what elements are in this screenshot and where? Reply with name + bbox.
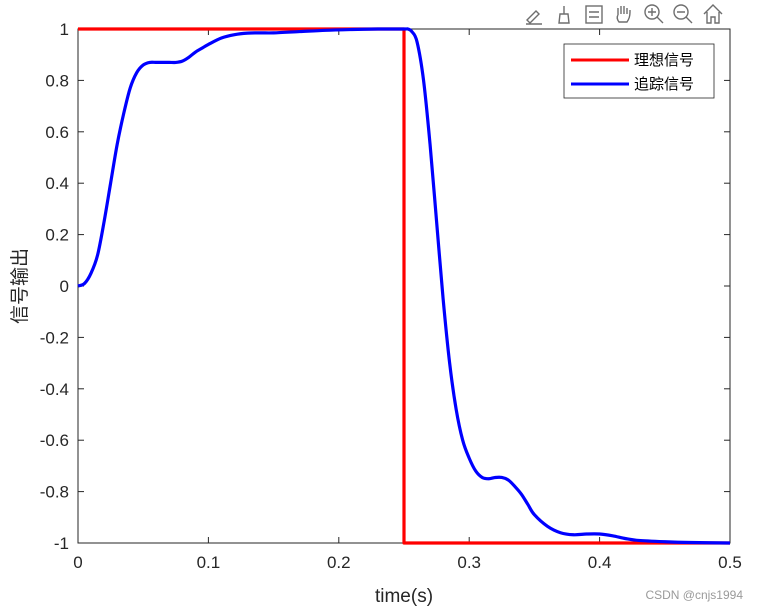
x-tick-label: 0.1 (197, 553, 221, 572)
x-tick-label: 0.4 (588, 553, 612, 572)
x-tick-label: 0.5 (718, 553, 742, 572)
zoom-in-icon[interactable] (644, 4, 664, 24)
watermark: CSDN @cnjs1994 (645, 588, 743, 602)
x-tick-label: 0 (73, 553, 82, 572)
plot-lines (77, 27, 731, 545)
legend-label-ideal: 理想信号 (634, 51, 694, 69)
axis-tick-labels: 0 0.1 0.2 0.3 0.4 0.5 -1 -0.8 -0.6 -0.4 -0.2 0 0.2 0.… (40, 20, 742, 572)
series-line-tracking (77, 27, 731, 545)
home-icon[interactable] (703, 4, 723, 24)
x-axis-label: time(s) (375, 586, 433, 607)
legend-icon[interactable] (585, 5, 603, 24)
x-tick-label: 0.3 (457, 553, 481, 572)
export-icon[interactable] (526, 10, 542, 25)
figure-toolbar (526, 4, 723, 25)
zoom-out-icon[interactable] (673, 4, 693, 24)
y-tick-label: 1 (60, 20, 69, 39)
y-tick-label: 0.6 (45, 123, 69, 142)
y-tick-label: -0.2 (40, 328, 69, 347)
brush-icon[interactable] (558, 6, 570, 24)
legend-box (563, 43, 715, 99)
pan-icon[interactable] (616, 6, 631, 23)
y-tick-label: 0.4 (45, 174, 69, 193)
axis-ticks (77, 28, 731, 544)
y-tick-label: -0.6 (40, 431, 69, 450)
x-tick-label: 0.2 (327, 553, 351, 572)
y-tick-label: 0.8 (45, 71, 69, 90)
legend-label-tracking: 追踪信号 (634, 75, 694, 93)
y-tick-label: 0.2 (45, 226, 69, 245)
y-tick-label: 0 (60, 277, 69, 296)
y-tick-label: -0.8 (40, 483, 69, 502)
legend: 理想信号 追踪信号 (563, 43, 715, 99)
series-line-ideal (78, 27, 730, 545)
y-tick-label: -1 (54, 534, 69, 553)
y-tick-label: -0.4 (40, 380, 69, 399)
y-axis-label: 信号输出 (9, 248, 31, 324)
